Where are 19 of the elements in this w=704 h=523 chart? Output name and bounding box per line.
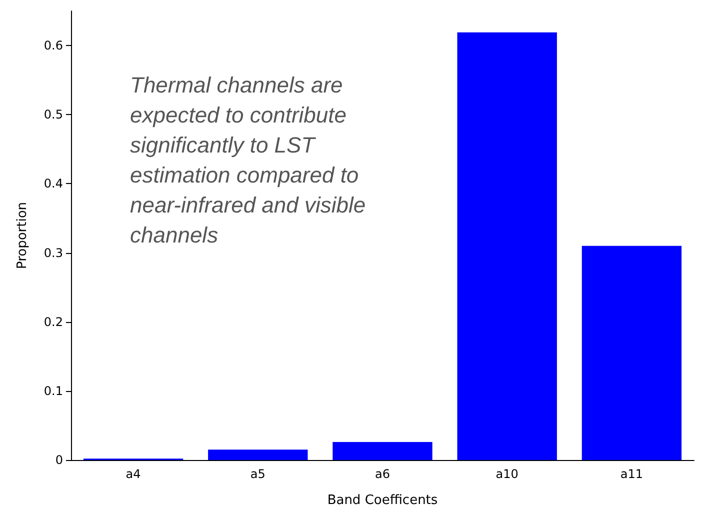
y-tick-label: 0.6	[44, 38, 63, 53]
x-tick-label: a4	[126, 467, 141, 481]
bar	[208, 450, 308, 460]
y-tick-label: 0.4	[44, 176, 63, 191]
y-tick-label: 0.1	[44, 384, 63, 398]
annotation: Thermal channels are expected to contribute significantly to LST estimation compared to near-infrared and visible channels	[130, 72, 372, 248]
bar	[582, 246, 682, 460]
x-axis-title: Band Coefficents	[327, 493, 438, 508]
y-tick-label: 0.5	[44, 108, 63, 122]
y-tick-label: 0.2	[44, 314, 63, 329]
x-tick-label: a5	[250, 467, 266, 481]
x-tick-label: a6	[375, 467, 390, 481]
y-tick-label: 0	[55, 453, 63, 467]
x-tick-label: a10	[496, 467, 518, 481]
y-axis-title: Proportion	[15, 202, 30, 270]
x-tick-label: a11	[620, 467, 644, 481]
bar	[457, 32, 557, 460]
bar	[332, 442, 432, 460]
y-tick-label: 0.3	[44, 246, 63, 260]
